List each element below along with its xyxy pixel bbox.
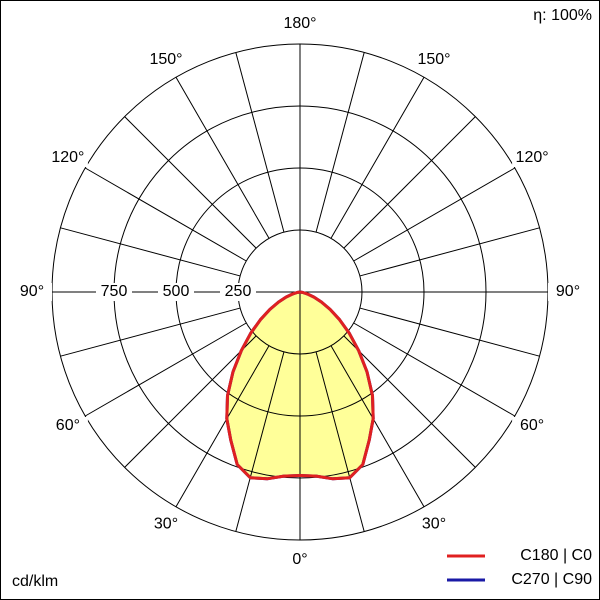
radial-line (84, 322, 247, 417)
label-bg (146, 50, 186, 69)
label-bg (146, 515, 186, 534)
angle-label: 120° (51, 149, 84, 166)
angle-label: 90° (20, 283, 44, 300)
label-bg (96, 283, 132, 301)
angle-label: 90° (556, 283, 580, 300)
curve-fill (300, 292, 374, 479)
label-bg (414, 50, 454, 69)
label-bg (47, 417, 88, 435)
angle-label: 180° (283, 15, 316, 32)
label-bg (47, 149, 88, 167)
r-tick-label: 500 (163, 283, 190, 300)
radial-line (353, 167, 516, 262)
label-bg (12, 283, 52, 301)
radial-line (235, 52, 285, 233)
radial-line (235, 351, 285, 532)
label-bg (512, 417, 553, 435)
radial-line (60, 227, 241, 277)
label-bg (220, 283, 256, 301)
radial-line (124, 116, 257, 249)
radial-line (330, 345, 425, 508)
radial-line (84, 167, 247, 262)
legend-label: C180 | C0 (520, 547, 592, 564)
radial-line (359, 307, 540, 357)
r-tick-label: 750 (101, 283, 128, 300)
angle-label: 0° (292, 551, 307, 568)
curve-fill (226, 292, 300, 479)
label-bg (280, 551, 320, 569)
curve-line (299, 290, 375, 481)
angle-label: 150° (149, 51, 182, 68)
radial-line (359, 227, 540, 277)
r-tick-label: 250 (225, 283, 252, 300)
radial-line (343, 335, 476, 468)
angle-label: 30° (422, 515, 446, 532)
unit-label: cd/klm (12, 573, 58, 590)
label-bg (548, 283, 588, 301)
label-bg (280, 15, 320, 33)
radial-line (175, 345, 270, 508)
label-bg (414, 515, 454, 534)
radial-line (315, 52, 365, 233)
curve-line (225, 290, 301, 481)
angle-label: 60° (520, 417, 544, 434)
angle-label: 60° (56, 417, 80, 434)
radial-line (343, 116, 476, 249)
angle-label: 150° (417, 51, 450, 68)
radial-line (353, 322, 516, 417)
angle-label: 120° (516, 149, 549, 166)
label-bg (512, 149, 553, 167)
radial-line (175, 76, 270, 239)
radial-line (315, 351, 365, 532)
efficiency: η: 100% (533, 7, 592, 24)
radial-line (330, 76, 425, 239)
angle-label: 30° (154, 515, 178, 532)
radial-line (124, 335, 257, 468)
label-bg (158, 283, 194, 301)
legend-label: C270 | C90 (511, 571, 592, 588)
radial-line (60, 307, 241, 357)
